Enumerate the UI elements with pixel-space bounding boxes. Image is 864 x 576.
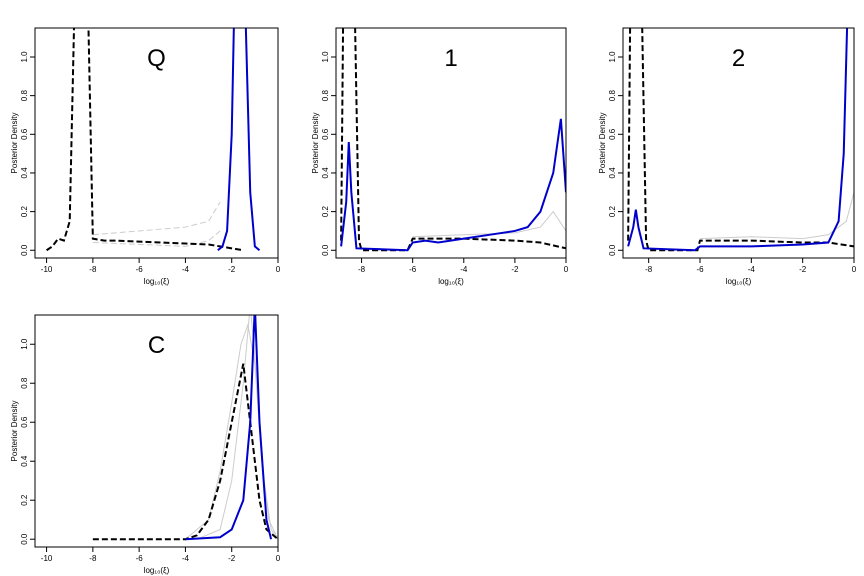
y-tick-label: 0.2 xyxy=(608,206,617,218)
y-tick-label: 0.2 xyxy=(20,494,29,506)
y-tick-label: 0.2 xyxy=(20,206,29,218)
plot-area xyxy=(627,28,854,252)
y-tick-label: 1.0 xyxy=(608,51,617,63)
y-axis-label: Posterior Density xyxy=(10,401,19,462)
x-tick-label: -4 xyxy=(748,265,756,274)
density-line xyxy=(185,315,273,541)
x-tick-label: -4 xyxy=(460,265,468,274)
y-tick-label: 0.0 xyxy=(321,244,330,256)
x-tick-label: -6 xyxy=(409,265,417,274)
x-axis-label: log₁₀(ξ) xyxy=(144,277,170,286)
y-tick-label: 0.4 xyxy=(608,167,617,179)
y-axis-label: Posterior Density xyxy=(10,113,19,174)
y-tick-label: 0.6 xyxy=(20,416,29,428)
y-tick-label: 0.4 xyxy=(20,167,29,179)
x-tick-label: -6 xyxy=(136,554,144,563)
plot-frame xyxy=(335,27,567,259)
density-line xyxy=(627,28,854,252)
panel-label: 2 xyxy=(732,45,745,72)
panel-label: C xyxy=(148,332,165,359)
y-tick-label: 1.0 xyxy=(20,338,29,350)
y-tick-label: 0.6 xyxy=(608,128,617,140)
x-axis-label: log₁₀(ξ) xyxy=(438,277,464,286)
y-tick-label: 1.0 xyxy=(20,51,29,63)
y-tick-label: 0.8 xyxy=(20,90,29,102)
y-tick-label: 1.0 xyxy=(321,51,330,63)
x-tick-label: -10 xyxy=(41,265,53,274)
y-tick-label: 0.8 xyxy=(608,90,617,102)
density-line xyxy=(699,192,854,240)
x-tick-label: -2 xyxy=(228,554,236,563)
plot-area xyxy=(340,28,566,252)
x-axis-label: log₁₀(ξ) xyxy=(726,277,752,286)
x-tick-label: -2 xyxy=(511,265,519,274)
density-line xyxy=(340,28,566,252)
x-tick-label: -10 xyxy=(41,554,53,563)
density-line xyxy=(185,322,278,540)
y-axis-label: Posterior Density xyxy=(598,113,607,174)
x-axis-label: log₁₀(ξ) xyxy=(144,566,170,575)
plot-frame xyxy=(622,27,855,259)
density-line xyxy=(412,210,566,238)
y-tick-label: 0.8 xyxy=(321,90,330,102)
x-tick-label: 0 xyxy=(276,554,281,563)
density-line xyxy=(46,28,244,252)
x-tick-label: -2 xyxy=(799,265,807,274)
density-line xyxy=(92,201,221,236)
y-tick-label: 0.0 xyxy=(608,244,617,256)
y-tick-label: 0.8 xyxy=(20,377,29,389)
panel-label: 1 xyxy=(444,45,457,72)
y-axis-label: Posterior Density xyxy=(311,113,320,174)
x-tick-label: -8 xyxy=(358,265,366,274)
x-tick-label: -2 xyxy=(228,265,236,274)
x-tick-label: 0 xyxy=(852,265,857,274)
plot-frame xyxy=(34,314,279,548)
x-tick-label: -4 xyxy=(182,554,190,563)
x-tick-label: -6 xyxy=(136,265,144,274)
x-tick-label: -8 xyxy=(645,265,653,274)
density-line xyxy=(92,230,221,247)
x-tick-label: -8 xyxy=(89,265,97,274)
density-line xyxy=(92,363,278,541)
x-tick-label: 0 xyxy=(276,265,281,274)
x-tick-label: 0 xyxy=(564,265,569,274)
y-tick-label: 0.6 xyxy=(20,128,29,140)
x-tick-label: -4 xyxy=(182,265,190,274)
x-tick-label: -6 xyxy=(696,265,704,274)
y-tick-label: 0.4 xyxy=(20,455,29,467)
x-tick-label: -8 xyxy=(89,554,97,563)
y-tick-label: 0.2 xyxy=(321,206,330,218)
plot-area xyxy=(92,315,278,541)
plot-area xyxy=(46,28,261,252)
y-tick-label: 0.4 xyxy=(321,167,330,179)
y-tick-label: 0.0 xyxy=(20,244,29,256)
plot-frame xyxy=(34,27,279,259)
panel-label: Q xyxy=(147,45,166,72)
y-tick-label: 0.0 xyxy=(20,533,29,545)
density-line xyxy=(196,315,278,540)
density-line xyxy=(340,118,566,252)
density-line xyxy=(627,28,849,252)
density-line xyxy=(217,28,261,252)
y-tick-label: 0.6 xyxy=(321,128,330,140)
